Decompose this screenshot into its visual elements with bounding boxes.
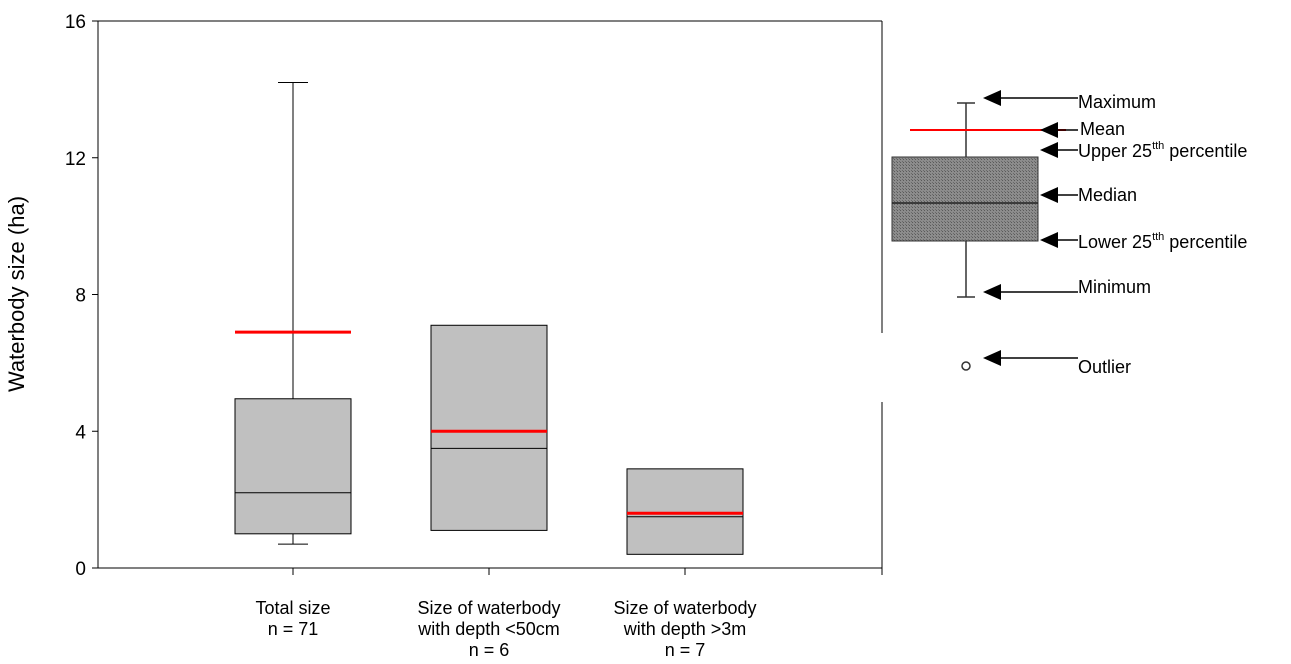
x-category-label: Size of waterbody with depth <50cm n = 6 — [417, 598, 560, 660]
x-category-label-line: n = 71 — [268, 619, 319, 639]
x-category-label-line: with depth >3m — [623, 619, 747, 639]
legend-label-lower: Lower 25tth percentile — [1078, 231, 1247, 252]
legend-label-outlier: Outlier — [1078, 357, 1131, 377]
box-iqr — [234, 398, 352, 535]
legend-arrow-head — [1040, 142, 1058, 158]
legend-label-mean: Mean — [1080, 119, 1125, 139]
legend-label-maximum: Maximum — [1078, 92, 1156, 112]
plot-area: 0 4 8 12 16 Total size n = 71 Size of waterbody… — [65, 12, 883, 660]
legend-label-minimum: Minimum — [1078, 277, 1151, 297]
x-category-label-line: Size of waterbody — [417, 598, 560, 618]
y-tick-label: 8 — [75, 286, 86, 307]
x-category-label: Total size n = 71 — [255, 598, 330, 639]
legend-label-part: Minimum — [1078, 277, 1151, 297]
x-category-label-line: n = 7 — [665, 640, 706, 660]
x-category-label-line: Total size — [255, 598, 330, 618]
legend-label-median: Median — [1078, 185, 1137, 205]
y-tick-label: 16 — [65, 12, 86, 33]
legend-label-superscript: tth — [1152, 231, 1164, 243]
y-tick-label: 4 — [75, 422, 86, 443]
box-group: Size of waterbody with depth <50cm n = 6 — [417, 324, 561, 660]
legend-arrow-head — [1040, 122, 1058, 138]
legend-arrow-head — [983, 284, 1001, 300]
box-iqr — [430, 324, 548, 531]
legend-label-part: percentile — [1164, 232, 1247, 252]
legend-label-part: Median — [1078, 185, 1137, 205]
y-tick-label: 0 — [75, 559, 86, 580]
legend-label-part: Maximum — [1078, 92, 1156, 112]
legend-label-part: percentile — [1164, 141, 1247, 161]
legend-label-part: Mean — [1080, 119, 1125, 139]
y-axis-label: Waterbody size (ha) — [4, 196, 29, 392]
legend-arrow-head — [983, 90, 1001, 106]
legend-label-part: Outlier — [1078, 357, 1131, 377]
x-category-label: Size of waterbody with depth >3m n = 7 — [613, 598, 756, 660]
x-category-label-line: Size of waterbody — [613, 598, 756, 618]
box-group: Total size n = 71 — [234, 82, 352, 639]
legend-arrow-head — [1040, 187, 1058, 203]
legend-outlier-marker — [961, 361, 971, 371]
box-group: Size of waterbody with depth >3m n = 7 — [613, 468, 757, 660]
legend-label-superscript: tth — [1152, 140, 1164, 152]
legend-arrow-head — [983, 350, 1001, 366]
legend-label-upper: Upper 25tth percentile — [1078, 140, 1247, 161]
x-category-label-line: n = 6 — [469, 640, 510, 660]
x-category-label-line: with depth <50cm — [417, 619, 560, 639]
legend-label-part: Upper 25 — [1078, 141, 1152, 161]
box-iqr — [626, 468, 744, 555]
legend-label-part: Lower 25 — [1078, 232, 1152, 252]
legend-arrow-head — [1040, 232, 1058, 248]
legend-box — [891, 156, 1039, 242]
y-tick-label: 12 — [65, 149, 86, 170]
